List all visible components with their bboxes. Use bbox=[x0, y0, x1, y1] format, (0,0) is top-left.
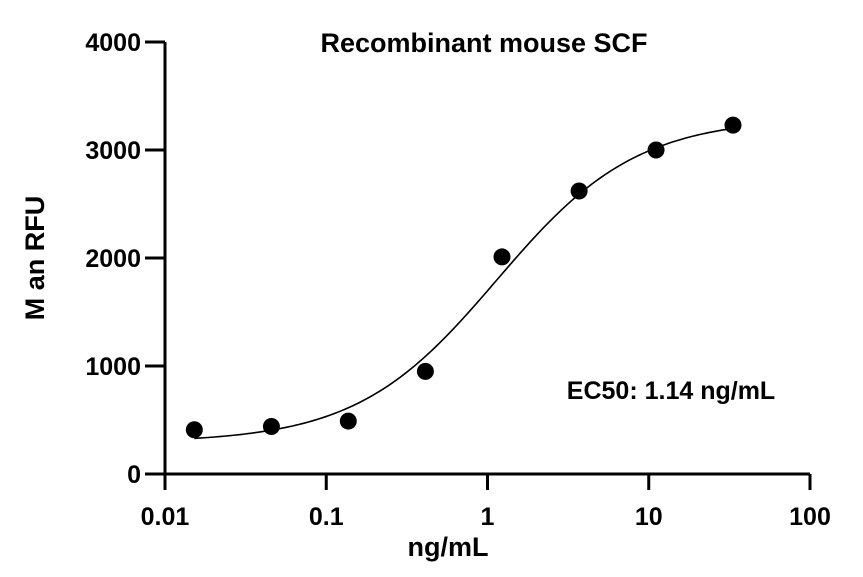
data-point bbox=[647, 141, 665, 159]
data-points bbox=[185, 116, 742, 439]
x-tick-label: 100 bbox=[789, 503, 831, 531]
data-point bbox=[339, 412, 357, 430]
x-tick-label: 10 bbox=[635, 503, 663, 531]
x-tick-label: 0.01 bbox=[141, 503, 190, 531]
fit-curve bbox=[194, 127, 734, 440]
y-tick-label: 0 bbox=[127, 461, 141, 489]
y-tick-label: 2000 bbox=[85, 245, 141, 273]
y-tick-label: 3000 bbox=[85, 137, 141, 165]
x-axis-label: ng/mL bbox=[408, 532, 489, 562]
data-point bbox=[416, 362, 434, 380]
data-point bbox=[262, 417, 280, 435]
data-point bbox=[724, 116, 742, 134]
ec50-annotation: EC50: 1.14 ng/mL bbox=[567, 377, 775, 405]
x-axis: 0.01 0.1 1 10 100 bbox=[141, 472, 831, 531]
x-tick-label: 1 bbox=[481, 503, 495, 531]
chart-title: Recombinant mouse SCF bbox=[320, 28, 647, 58]
data-point bbox=[185, 421, 203, 439]
y-tick-label: 1000 bbox=[85, 353, 141, 381]
x-tick-label: 0.1 bbox=[309, 503, 344, 531]
data-point bbox=[493, 248, 511, 266]
data-point bbox=[570, 182, 588, 200]
y-axis-label: M an RFU bbox=[20, 196, 50, 321]
y-tick-label: 4000 bbox=[85, 29, 141, 57]
y-axis: 0 1000 2000 3000 4000 bbox=[85, 29, 167, 489]
